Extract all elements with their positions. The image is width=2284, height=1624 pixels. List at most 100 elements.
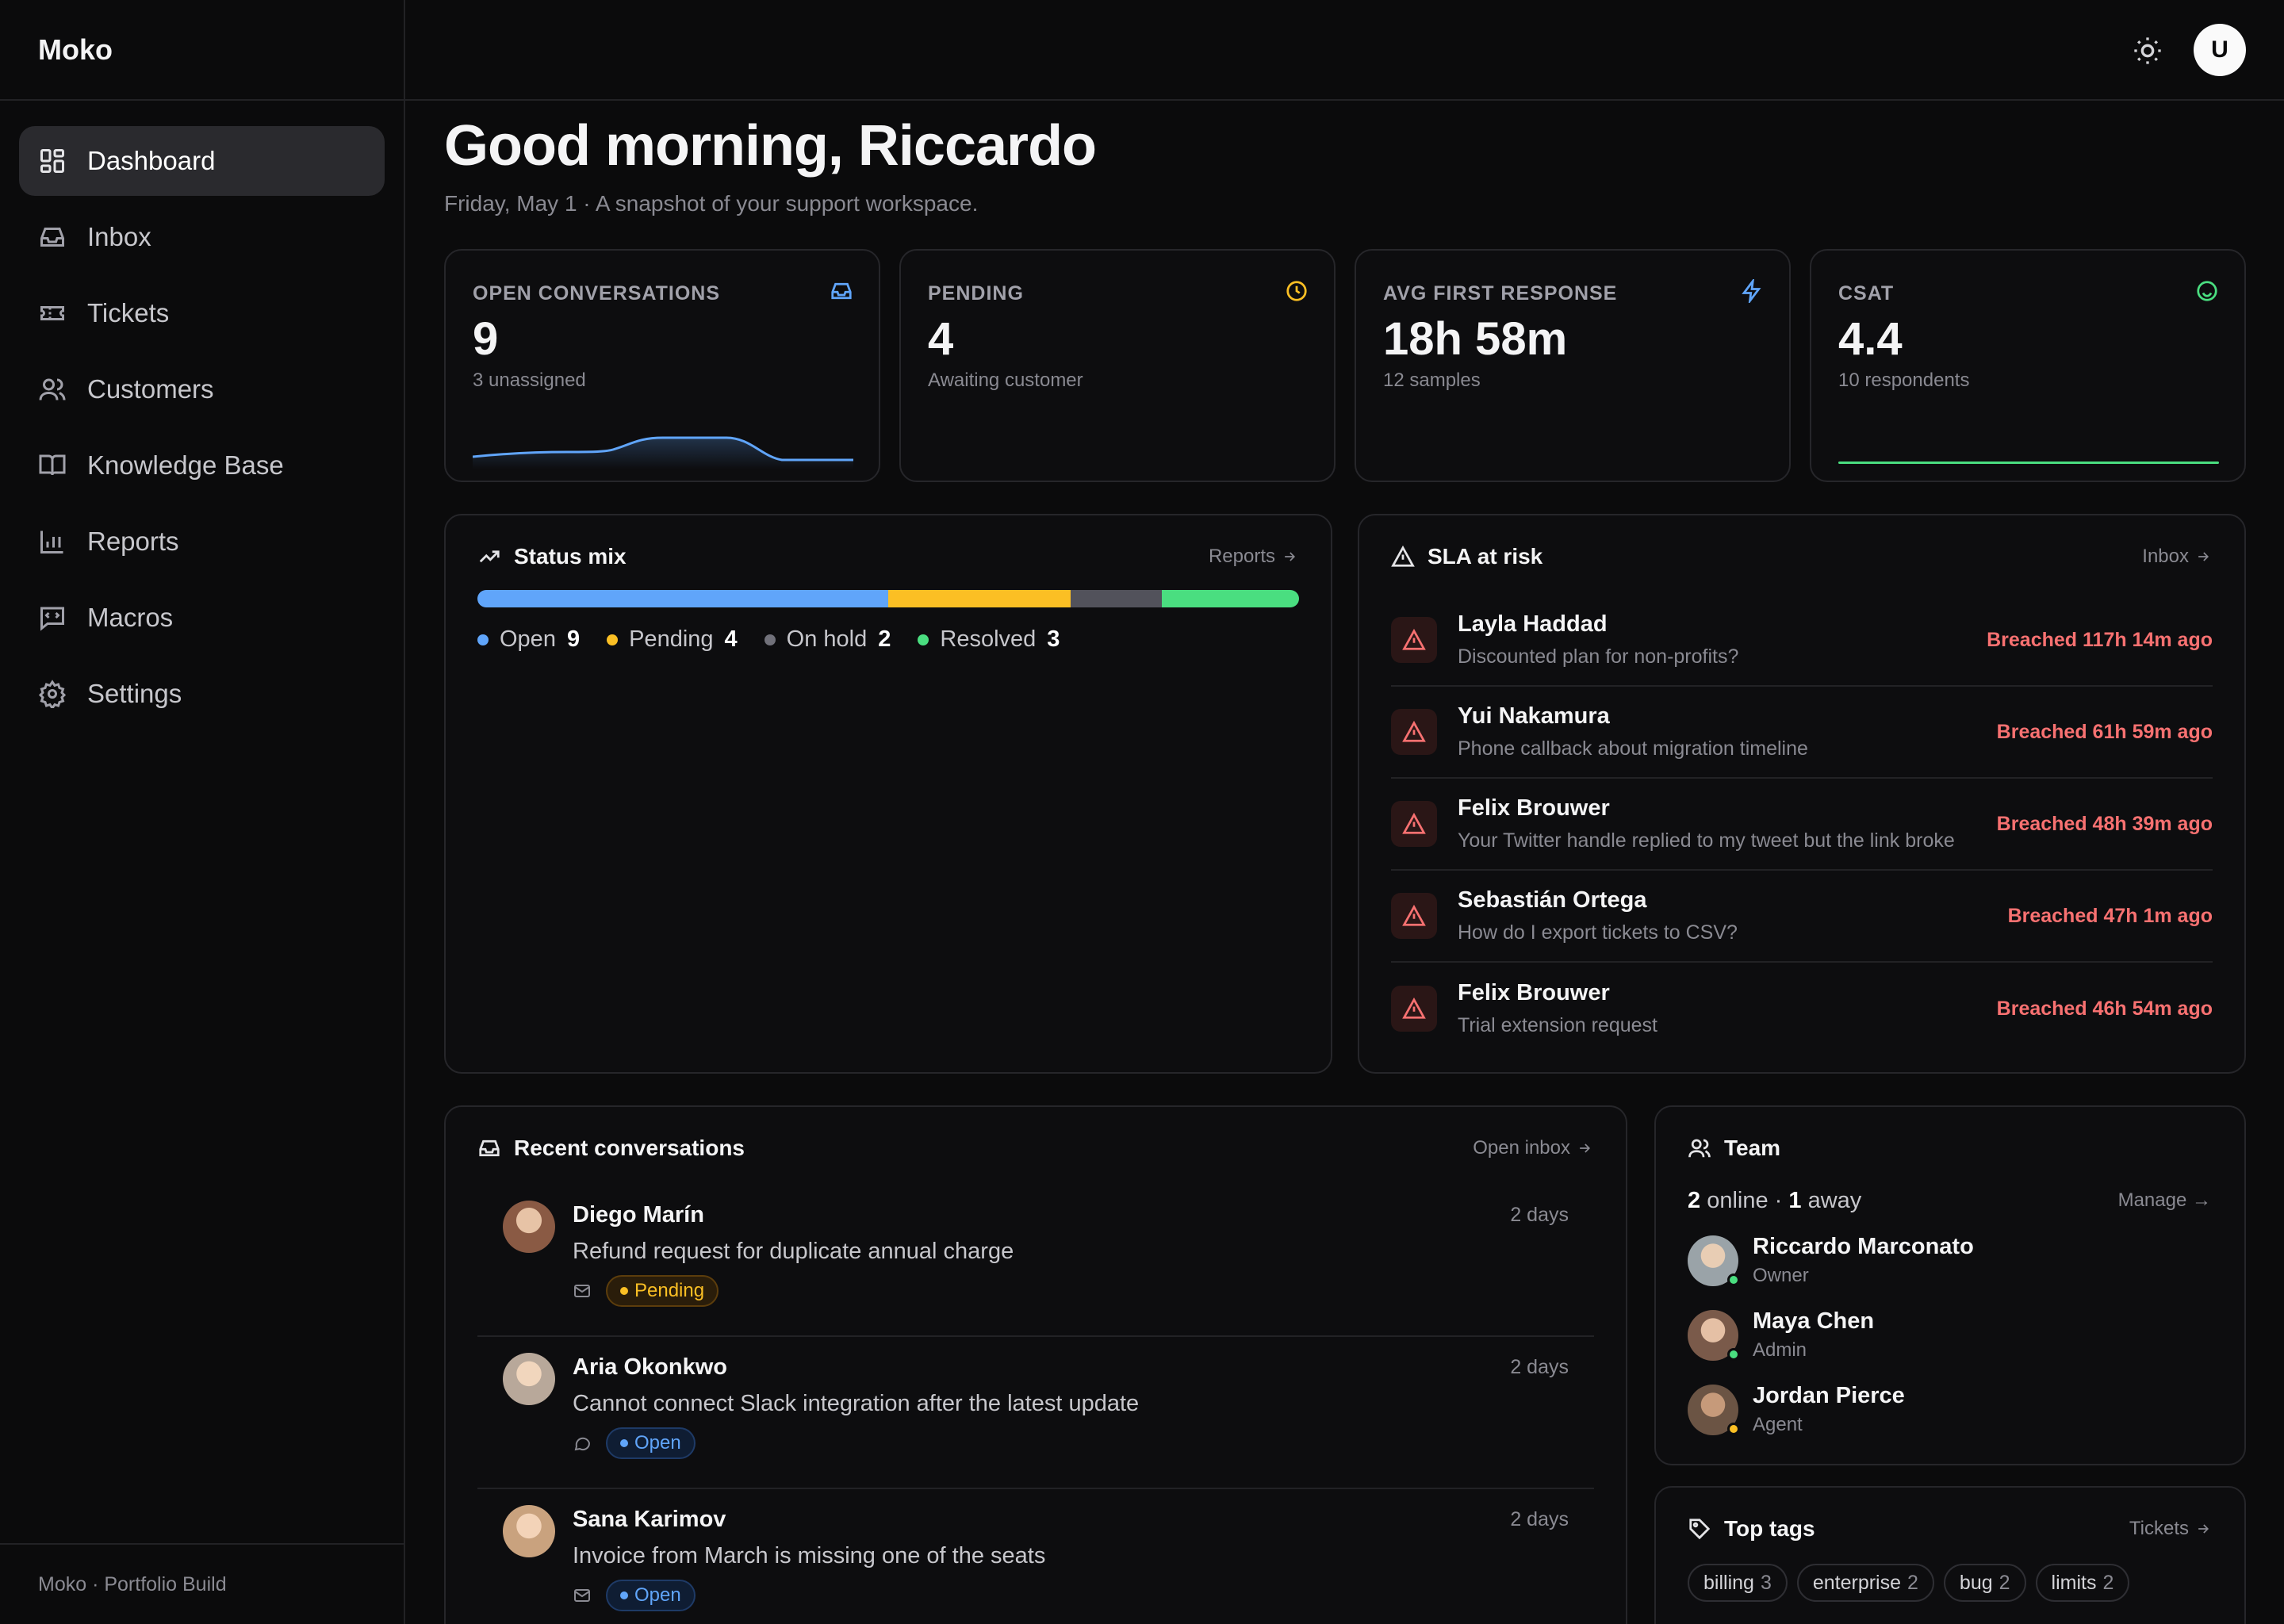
presence-dot bbox=[1727, 1347, 1740, 1361]
status-mix-segment-resolved bbox=[1162, 590, 1299, 607]
conversation-meta: Open bbox=[573, 1580, 696, 1611]
stat-card-avg-first-response[interactable]: AVG FIRST RESPONSE 18h 58m 12 samples bbox=[1355, 249, 1791, 482]
sidebar-item-inbox[interactable]: Inbox bbox=[19, 202, 385, 272]
ticket-icon bbox=[40, 306, 64, 320]
conversation-row[interactable]: Sana Karimov 2 days Invoice from March i… bbox=[477, 1489, 1594, 1624]
conversation-row[interactable]: Aria Okonkwo 2 days Cannot connect Slack… bbox=[477, 1337, 1594, 1489]
stat-sub: 3 unassigned bbox=[473, 370, 586, 391]
tag-chip[interactable]: billing 3 bbox=[1688, 1564, 1788, 1602]
sla-customer-name: Layla Haddad bbox=[1458, 611, 1608, 637]
conversation-time: 2 days bbox=[1510, 1356, 1569, 1378]
legend-count: 3 bbox=[1047, 626, 1060, 652]
away-count: 1 bbox=[1788, 1188, 1802, 1213]
sla-breach-status: Breached 117h 14m ago bbox=[1987, 628, 2213, 651]
stat-card-csat[interactable]: CSAT 4.4 10 respondents bbox=[1810, 249, 2246, 482]
conversation-list: Diego Marín 2 days Refund request for du… bbox=[477, 1185, 1594, 1624]
sidebar-item-dashboard[interactable]: Dashboard bbox=[19, 126, 385, 196]
tickets-link[interactable]: Tickets bbox=[2129, 1518, 2211, 1540]
csat-trend-line bbox=[1838, 462, 2219, 464]
presence-dot bbox=[1727, 1422, 1740, 1435]
top-tags-panel: Top tags Tickets billing 3 enterprise 2 bu… bbox=[1654, 1486, 2246, 1624]
legend-label: Resolved bbox=[940, 626, 1037, 652]
sidebar-item-customers[interactable]: Customers bbox=[19, 354, 385, 424]
status-badge: Open bbox=[606, 1427, 696, 1459]
team-presence-summary: 2 online · 1 away bbox=[1688, 1188, 1861, 1214]
mail-icon bbox=[574, 1285, 590, 1297]
warning-badge bbox=[1391, 617, 1437, 663]
warning-badge bbox=[1391, 893, 1437, 939]
sla-row[interactable]: Felix Brouwer Trial extension request Bre… bbox=[1391, 963, 2213, 1055]
inbox-icon bbox=[830, 279, 853, 303]
tag-chip[interactable]: bug 2 bbox=[1943, 1564, 2026, 1602]
stat-card-pending[interactable]: PENDING 4 Awaiting customer bbox=[899, 249, 1336, 482]
member-name: Jordan Pierce bbox=[1753, 1383, 1905, 1408]
theme-toggle-button[interactable] bbox=[2132, 35, 2163, 67]
arrow-right-icon bbox=[2198, 1524, 2209, 1534]
manage-team-link[interactable]: Manage → bbox=[2117, 1189, 2211, 1211]
tag-chip[interactable]: limits 2 bbox=[2035, 1564, 2130, 1602]
conversation-row[interactable]: Diego Marín 2 days Refund request for du… bbox=[477, 1185, 1594, 1337]
panel-title: Recent conversations bbox=[477, 1136, 745, 1161]
stat-card-open-conversations[interactable]: OPEN CONVERSATIONS 9 3 unassigned bbox=[444, 249, 880, 482]
conversation-customer: Sana Karimov bbox=[573, 1507, 726, 1532]
status-badge-label: Pending bbox=[634, 1280, 705, 1301]
alert-triangle-icon bbox=[1402, 812, 1426, 834]
avatar bbox=[1688, 1235, 1740, 1286]
gear-icon bbox=[38, 680, 67, 708]
sidebar-item-reports[interactable]: Reports bbox=[19, 507, 385, 576]
tag-label: billing bbox=[1703, 1571, 1754, 1594]
stat-value: 9 bbox=[473, 313, 499, 365]
tag-chip[interactable]: enterprise 2 bbox=[1796, 1564, 1934, 1602]
stat-value: 4 bbox=[928, 313, 954, 365]
team-member[interactable]: Maya Chen Admin bbox=[1688, 1308, 1874, 1362]
legend-label: Open bbox=[500, 626, 556, 652]
panel-title: SLA at risk bbox=[1391, 544, 1542, 569]
stat-sub: 10 respondents bbox=[1838, 370, 1970, 391]
page-title: Good morning, Riccardo bbox=[444, 114, 1097, 178]
legend-dot bbox=[764, 634, 776, 645]
sidebar-item-label: Macros bbox=[87, 603, 174, 632]
status-mix-panel: Status mix Reports Open 9 Pending 4 On hol… bbox=[444, 514, 1332, 1074]
open-conversations-sparkline bbox=[473, 436, 853, 469]
bar-chart-icon bbox=[40, 530, 63, 553]
status-badge-label: Open bbox=[634, 1584, 681, 1606]
panel-title-text: Team bbox=[1724, 1136, 1781, 1160]
sidebar-item-tickets[interactable]: Tickets bbox=[19, 278, 385, 348]
alert-triangle-icon bbox=[1402, 628, 1426, 650]
conversation-customer: Diego Marín bbox=[573, 1202, 704, 1228]
tag-label: enterprise bbox=[1812, 1571, 1902, 1594]
sla-breach-status: Breached 47h 1m ago bbox=[2007, 904, 2213, 927]
sla-row[interactable]: Layla Haddad Discounted plan for non-prof… bbox=[1391, 595, 2213, 687]
bolt-icon bbox=[1740, 277, 1764, 305]
sla-breach-status: Breached 61h 59m ago bbox=[1996, 720, 2213, 743]
sidebar-item-knowledge-base[interactable]: Knowledge Base bbox=[19, 431, 385, 500]
mail-icon bbox=[574, 1589, 590, 1602]
tag-count: 2 bbox=[2102, 1571, 2114, 1594]
panel-title-text: Status mix bbox=[514, 544, 627, 569]
member-role: Admin bbox=[1753, 1339, 1807, 1361]
sla-row[interactable]: Felix Brouwer Your Twitter handle replied… bbox=[1391, 779, 2213, 871]
panel-title: Team bbox=[1688, 1136, 1780, 1161]
open-inbox-link[interactable]: Open inbox bbox=[1473, 1137, 1592, 1159]
brand-logo[interactable]: Moko bbox=[0, 0, 404, 101]
user-avatar[interactable]: U bbox=[2194, 24, 2246, 76]
sla-subject: Trial extension request bbox=[1458, 1014, 1657, 1036]
sla-row[interactable]: Sebastián Ortega How do I export tickets … bbox=[1391, 871, 2213, 963]
team-member[interactable]: Jordan Pierce Agent bbox=[1688, 1383, 1905, 1436]
sla-row[interactable]: Yui Nakamura Phone callback about migrati… bbox=[1391, 687, 2213, 779]
sidebar-item-settings[interactable]: Settings bbox=[19, 659, 385, 729]
sla-customer-name: Yui Nakamura bbox=[1458, 703, 1610, 729]
sla-breach-status: Breached 48h 39m ago bbox=[1996, 812, 2213, 835]
sidebar: Moko Dashboard Inbox Tickets Customers K… bbox=[0, 0, 405, 1624]
member-name: Maya Chen bbox=[1753, 1308, 1875, 1334]
reports-link[interactable]: Reports bbox=[1209, 546, 1297, 568]
legend-label: Pending bbox=[629, 626, 714, 652]
avatar bbox=[1688, 1309, 1740, 1361]
conversation-time: 2 days bbox=[1510, 1204, 1569, 1226]
status-badge-label: Open bbox=[634, 1432, 681, 1454]
main-content: Good morning, Riccardo Friday, May 1 · A… bbox=[444, 101, 2246, 216]
sidebar-item-macros[interactable]: Macros bbox=[19, 583, 385, 653]
sla-at-risk-panel: SLA at risk Inbox Layla Haddad Discounted… bbox=[1358, 514, 2246, 1074]
inbox-link[interactable]: Inbox bbox=[2142, 546, 2211, 568]
team-member[interactable]: Riccardo Marconato Owner bbox=[1688, 1234, 1974, 1287]
